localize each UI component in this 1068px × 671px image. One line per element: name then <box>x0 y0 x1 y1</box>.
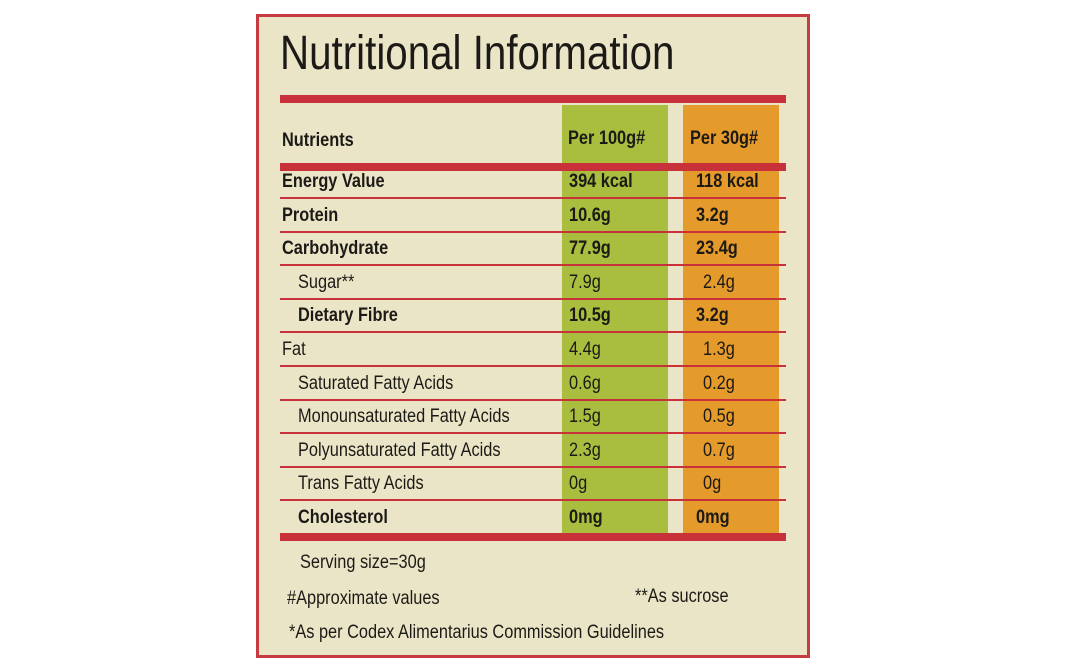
per-serving-value: 0g <box>703 473 722 495</box>
per-100g-value: 394 kcal <box>569 171 633 192</box>
per-serving-value: 0.5g <box>703 406 735 428</box>
per-100g-value: 0.6g <box>569 372 601 394</box>
footnote: *As per Codex Alimentarius Commission Gu… <box>289 622 665 643</box>
footnote: Serving size=30g <box>300 552 426 573</box>
nutrient-name: Protein <box>282 204 339 226</box>
footnote: #Approximate values <box>287 588 440 609</box>
per-100g-value: 0g <box>569 473 588 495</box>
divider <box>280 533 786 541</box>
divider <box>280 95 786 103</box>
row-divider <box>280 264 786 267</box>
per-serving-value: 3.2g <box>696 305 729 327</box>
nutrient-name: Carbohydrate <box>282 238 389 260</box>
per-serving-value: 23.4g <box>696 238 738 260</box>
per-serving-column <box>683 105 779 537</box>
row-divider <box>280 499 786 502</box>
nutrient-name: Monounsaturated Fatty Acids <box>298 406 510 428</box>
per-100g-value: 77.9g <box>569 238 611 260</box>
row-divider <box>280 365 786 367</box>
per-serving-value: 0mg <box>696 507 730 528</box>
divider <box>280 163 786 171</box>
per-serving-value: 0.2g <box>703 372 735 394</box>
nutrient-name: Cholesterol <box>298 507 388 528</box>
nutrient-name: Dietary Fibre <box>298 305 398 327</box>
nutrient-name: Sugar** <box>298 271 355 293</box>
per-serving-value: 3.2g <box>696 204 729 226</box>
footnote: **As sucrose <box>635 586 729 607</box>
row-divider <box>280 230 786 233</box>
per-serving-value: 0.7g <box>703 439 735 461</box>
nutrient-name: Energy Value <box>282 171 385 192</box>
per-100g-value: 1.5g <box>569 406 601 428</box>
header-cell: Nutrients <box>282 130 354 151</box>
per-100g-value: 0mg <box>569 507 603 528</box>
row-divider <box>280 297 786 300</box>
row-divider <box>280 331 786 334</box>
per-100g-value: 7.9g <box>569 271 601 293</box>
per-100g-value: 10.6g <box>569 204 611 226</box>
per-serving-value: 2.4g <box>703 271 735 293</box>
per-serving-value: 118 kcal <box>696 171 759 192</box>
row-divider <box>280 465 786 468</box>
nutrient-name: Trans Fatty Acids <box>298 473 424 495</box>
per-serving-value: 1.3g <box>703 339 735 360</box>
per-100g-column <box>562 105 668 537</box>
row-divider <box>280 197 786 199</box>
row-divider <box>280 398 786 401</box>
per-100g-value: 10.5g <box>569 305 611 327</box>
nutrient-name: Fat <box>282 339 306 360</box>
row-divider <box>280 432 786 435</box>
header-cell: Per 100g# <box>568 128 646 149</box>
nutrient-name: Saturated Fatty Acids <box>298 372 454 394</box>
per-100g-value: 4.4g <box>569 339 601 360</box>
header-cell: Per 30g# <box>690 128 759 149</box>
title: Nutritional Information <box>280 27 675 80</box>
nutrient-name: Polyunsaturated Fatty Acids <box>298 439 501 461</box>
per-100g-value: 2.3g <box>569 439 601 461</box>
